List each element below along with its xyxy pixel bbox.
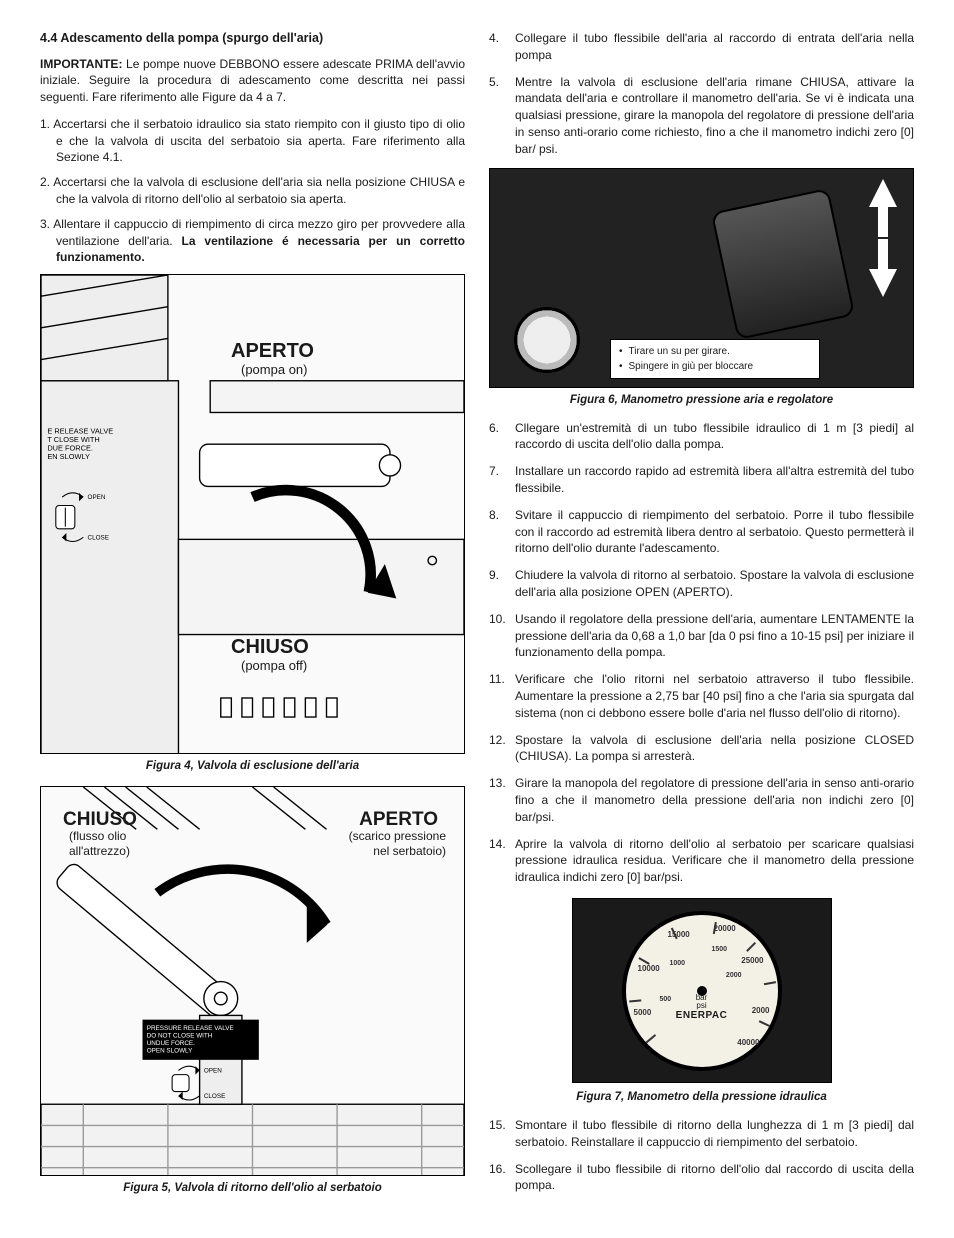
fig6-note-box: •Tirare un su per girare. •Spingere in g…	[610, 339, 820, 379]
fig6-knob	[711, 188, 855, 340]
figure-7-wrap: 5000 10000 15000 20000 25000 2000 40000 …	[489, 898, 914, 1083]
fig4-aperto-sub: (pompa on)	[241, 361, 307, 379]
svg-text:OPEN: OPEN	[204, 1068, 222, 1075]
fig6-arrow-up-icon	[869, 179, 897, 207]
importante-label: IMPORTANTE:	[40, 57, 122, 71]
steps-6-14: 6.Cllegare un'estremità di un tubo fless…	[489, 420, 914, 886]
steps-15-16: 15.Smontare il tubo flessibile di ritorn…	[489, 1117, 914, 1194]
fig5-aperto-sub: (scarico pressionenel serbatoio)	[349, 829, 446, 858]
step-2: 2. Accertarsi che la valvola di esclusio…	[40, 174, 465, 208]
figure-4: E RELEASE VALVE T CLOSE WITH DUE FORCE. …	[40, 274, 465, 754]
figure-6-caption: Figura 6, Manometro pressione aria e reg…	[489, 392, 914, 408]
steps-4-5: 4.Collegare il tubo flessibile dell'aria…	[489, 30, 914, 158]
figure-5-caption: Figura 5, Valvola di ritorno dell'olio a…	[40, 1180, 465, 1196]
left-steps: 1. Accertarsi che il serbatoio idraulico…	[40, 116, 465, 266]
svg-text:OPEN: OPEN	[88, 494, 106, 501]
section-title: 4.4 Adescamento della pompa (spurgo dell…	[40, 30, 465, 48]
intro-paragraph: IMPORTANTE: Le pompe nuove DEBBONO esser…	[40, 56, 465, 106]
fig5-chiuso-sub: (flusso olioall'attrezzo)	[69, 829, 130, 858]
fig6-bullet1: Tirare un su per girare.	[629, 344, 730, 359]
fig6-bullet2: Spingere in giù per bloccare	[629, 359, 754, 374]
svg-text:CLOSE: CLOSE	[88, 535, 109, 542]
right-column: 4.Collegare il tubo flessibile dell'aria…	[489, 30, 914, 1208]
fig7-brand: ENERPAC	[676, 1009, 728, 1023]
fig6-arrow-down-icon	[869, 269, 897, 297]
figure-5: PRESSURE RELEASE VALVE DO NOT CLOSE WITH…	[40, 786, 465, 1176]
fig7-dial: 5000 10000 15000 20000 25000 2000 40000 …	[622, 911, 782, 1071]
step-1: 1. Accertarsi che il serbatoio idraulico…	[40, 116, 465, 166]
figure-4-caption: Figura 4, Valvola di esclusione dell'ari…	[40, 758, 465, 774]
svg-text:CLOSE: CLOSE	[204, 1093, 225, 1100]
step-3: 3. Allentare il cappuccio di riempimento…	[40, 216, 465, 266]
left-column: 4.4 Adescamento della pompa (spurgo dell…	[40, 30, 465, 1208]
figure-6: •Tirare un su per girare. •Spingere in g…	[489, 168, 914, 388]
fig6-gauge	[514, 307, 580, 373]
figure-7-caption: Figura 7, Manometro della pressione idra…	[489, 1089, 914, 1105]
fig4-chiuso-sub: (pompa off)	[241, 657, 307, 675]
figure-7: 5000 10000 15000 20000 25000 2000 40000 …	[572, 898, 832, 1083]
